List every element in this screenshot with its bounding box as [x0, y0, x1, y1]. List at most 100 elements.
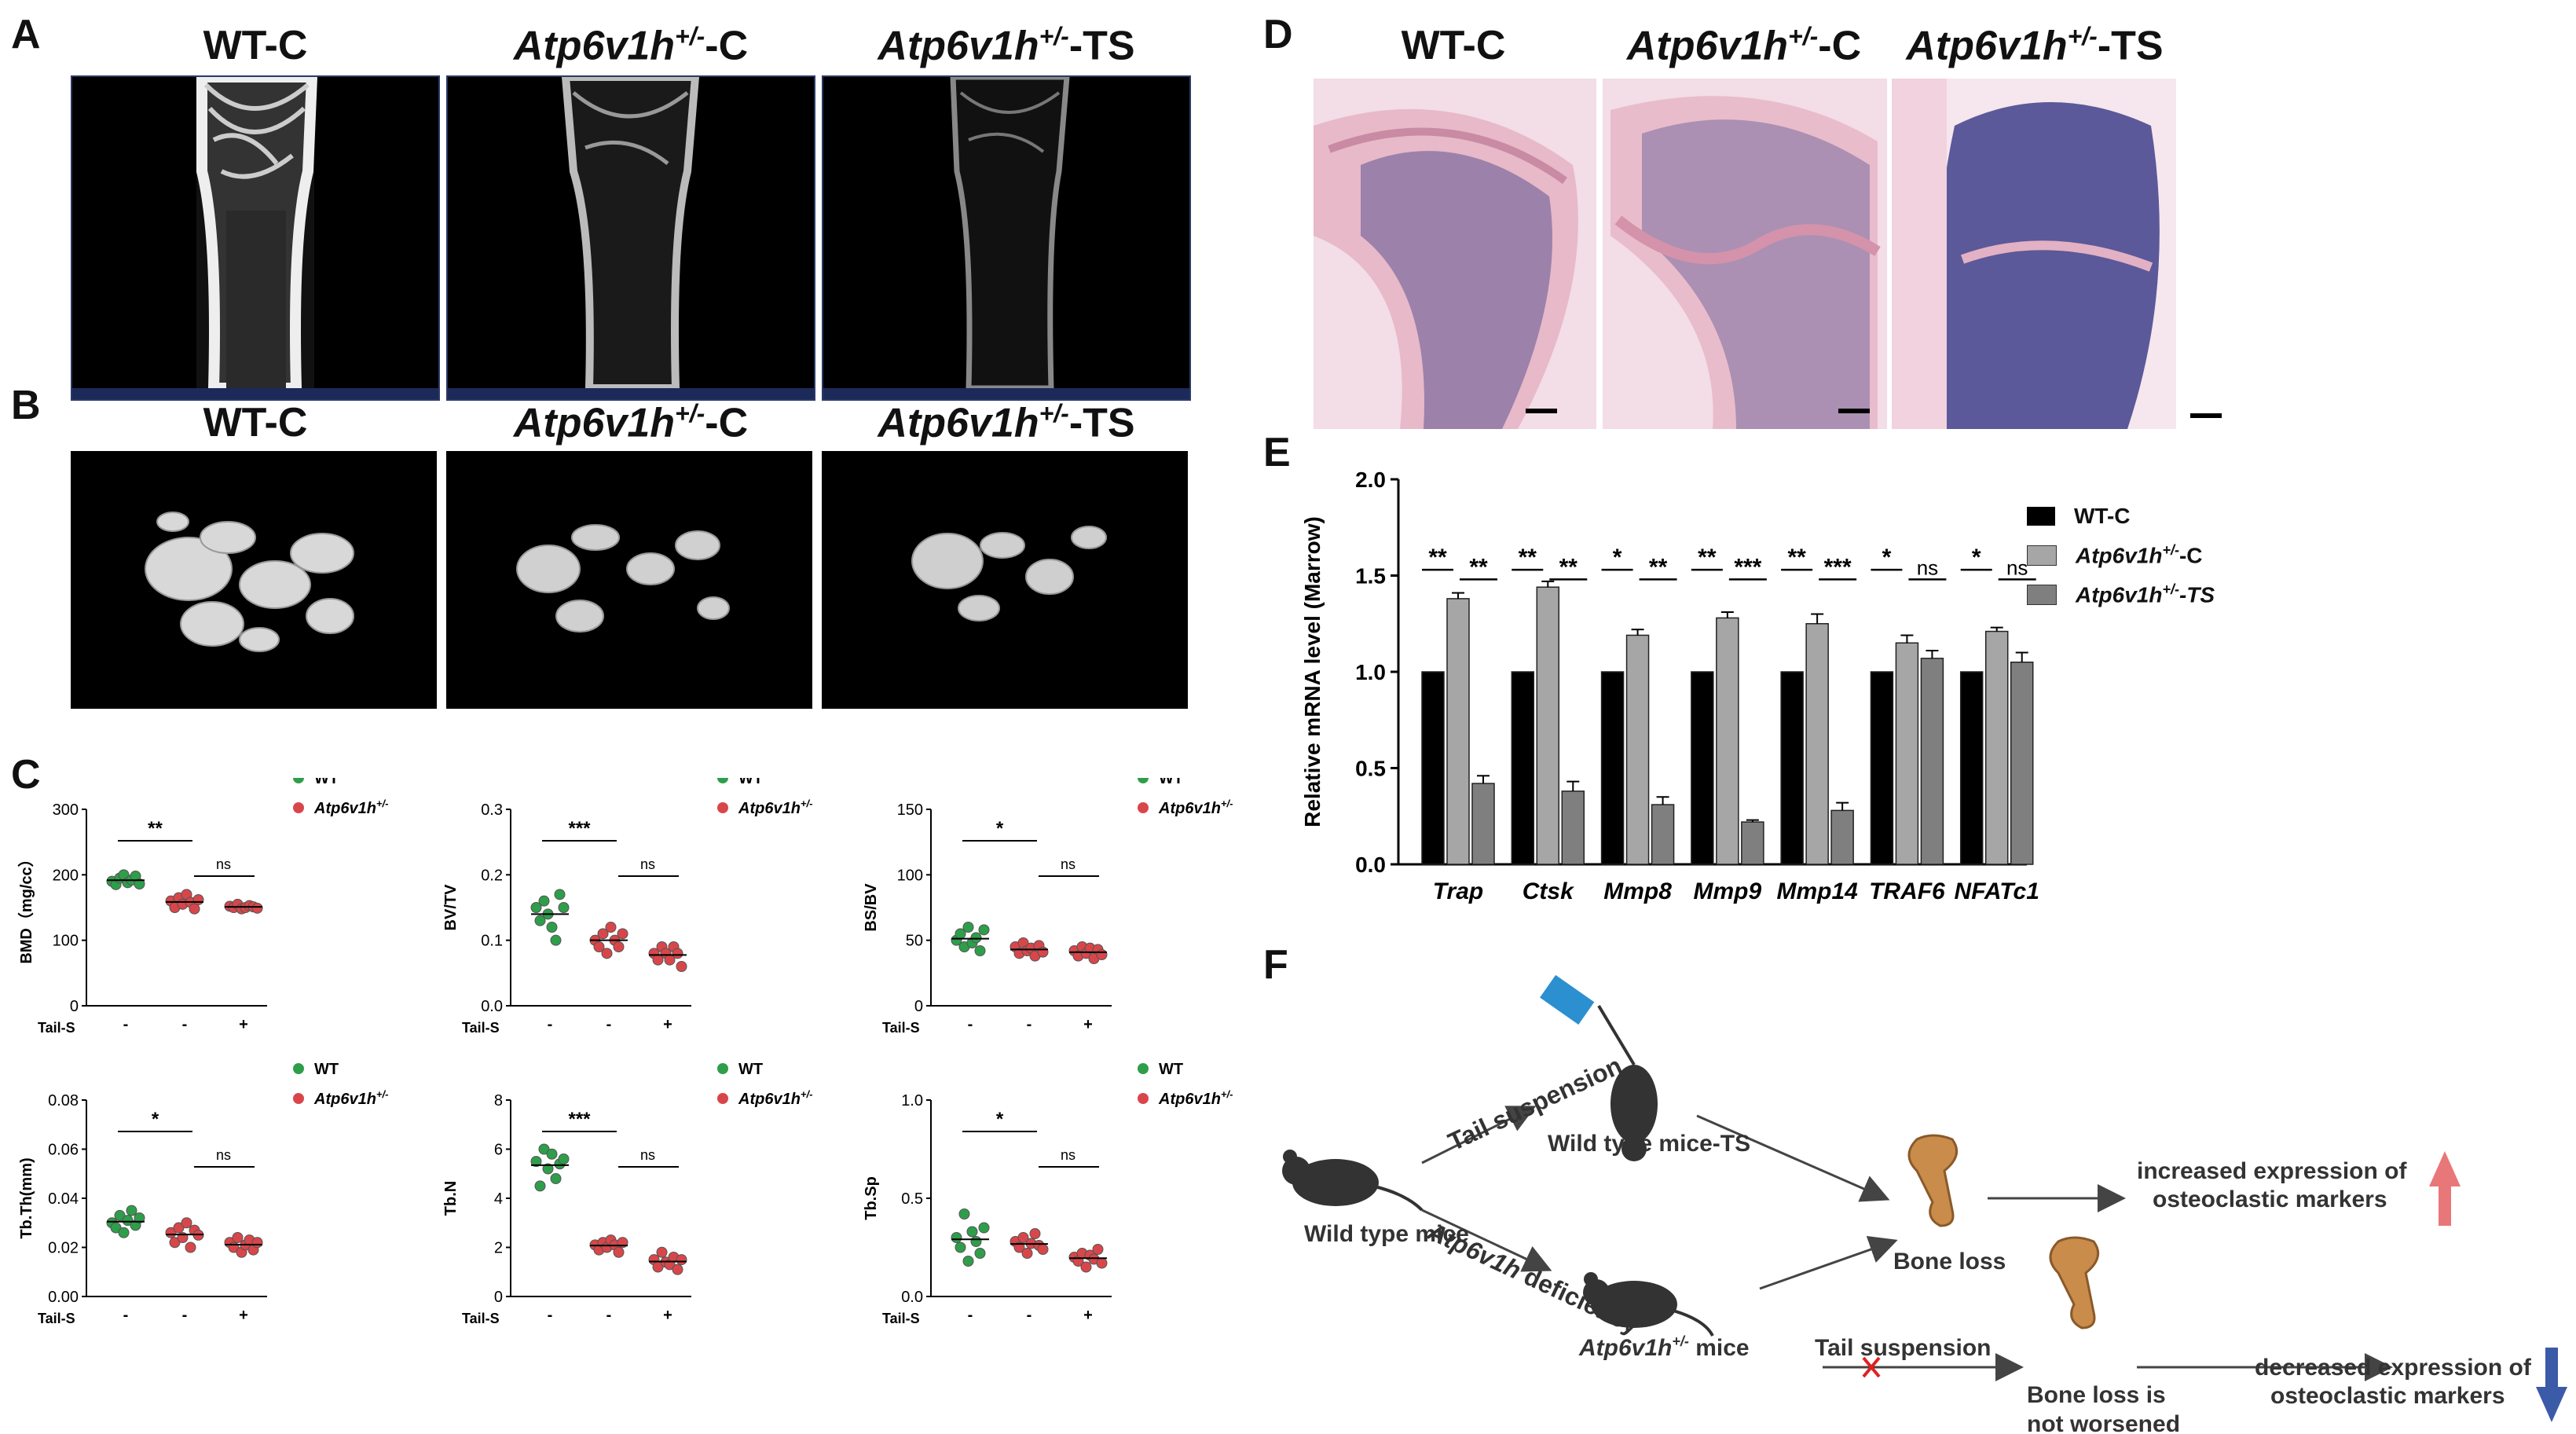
legend-dot-wt [717, 1063, 728, 1074]
bar-Ctsk-2 [1561, 790, 1585, 865]
bar-NFATc1-0 [1959, 671, 1984, 865]
data-point [546, 922, 558, 933]
sig-label-left: ** [1698, 545, 1717, 570]
legend-swatch-wt [2027, 507, 2055, 526]
bar-Mmp14-2 [1830, 809, 1854, 865]
sig-label-right: ** [1649, 554, 1668, 580]
legend-label-het: Atp6v1h+/- [313, 1088, 388, 1108]
data-point [978, 1222, 990, 1234]
tail-s-label: Tail-S [882, 1311, 920, 1326]
y-tick-label: 0.0 [1355, 853, 1386, 877]
sig-label-left: * [1882, 545, 1892, 570]
legend-label-het: Atp6v1h+/- [738, 1088, 812, 1108]
tail-s-value: - [968, 1307, 973, 1324]
y-tick-label: 0.1 [481, 933, 503, 950]
y-tick-label: 0 [494, 1289, 503, 1306]
data-point [613, 941, 625, 952]
panel-f-scheme: Wild type mice Tail suspension Wild type… [1282, 974, 2567, 1434]
data-point [122, 1215, 134, 1227]
panel-label-d: D [1263, 12, 1293, 57]
up-arrow-icon [2429, 1151, 2461, 1226]
d-title-wt: WT-C [1401, 23, 1506, 68]
legend-dot-wt [293, 778, 304, 783]
histology-wt [1314, 79, 1596, 429]
label-decreased-1: decreased expression of [2255, 1355, 2532, 1381]
bar-NFATc1-2 [2010, 662, 2034, 865]
panel-label-b: B [11, 383, 41, 428]
sig-label-right: ns [1917, 556, 1938, 579]
legend-dot-het [1138, 1093, 1149, 1104]
y-tick-label: 0.0 [481, 998, 503, 1015]
data-point [534, 915, 546, 926]
sig-label-2: ns [640, 1147, 655, 1163]
y-tick-label: 1.0 [901, 1092, 923, 1109]
y-tick-label: 1.5 [1355, 564, 1386, 589]
bar-Trap-2 [1471, 783, 1495, 865]
tail-s-value: - [182, 1016, 188, 1033]
tail-s-value: - [182, 1307, 188, 1324]
y-tick-label: 150 [897, 801, 923, 819]
legend-dot-wt [717, 778, 728, 783]
legend-label-het: Atp6v1h+/- [313, 798, 388, 817]
data-point [530, 902, 542, 913]
sig-label-left: ** [1787, 545, 1806, 570]
b-title-het-c: Atp6v1h+/--C [513, 399, 749, 446]
sig-label-left: * [1613, 545, 1622, 570]
legend-swatch-het-c [2027, 545, 2057, 566]
legend-e-het-ts: Atp6v1h+/--TS [2027, 575, 2215, 614]
y-tick-label: 1.0 [1355, 660, 1386, 684]
legend-label-wt: WT [314, 778, 339, 787]
microct-3d-wt [71, 451, 437, 709]
data-point [185, 1241, 196, 1253]
tail-s-label: Tail-S [882, 1020, 920, 1036]
data-point [966, 1226, 978, 1238]
data-point [169, 1237, 181, 1249]
tail-s-value: - [606, 1307, 612, 1324]
tail-s-label: Tail-S [38, 1020, 75, 1036]
microct-3d-het-ts [822, 451, 1188, 709]
panel-label-f: F [1263, 942, 1288, 988]
category-label: TRAF6 [1869, 878, 1945, 904]
y-tick-label: 0.3 [481, 801, 503, 819]
data-point [189, 903, 200, 915]
data-point [672, 948, 683, 959]
data-point [538, 1143, 550, 1155]
tail-s-label: Tail-S [462, 1020, 500, 1036]
sig-label-2: ns [1061, 1147, 1075, 1163]
legend-dot-het [717, 802, 728, 813]
label-bone-loss: Bone loss [1893, 1249, 2006, 1274]
down-arrow-icon [2536, 1348, 2567, 1422]
legend-label-wt: WT [1159, 1061, 1183, 1078]
data-point [1037, 1244, 1049, 1255]
sig-label-1: * [996, 818, 1004, 839]
bar-Trap-1 [1446, 598, 1470, 865]
y-axis-label: Relative mRNA level (Marrow) [1300, 516, 1325, 827]
panel-e-barchart: 0.0 0.5 1.0 1.5 2.0 Relative mRNA level (Marr… [1300, 468, 2039, 904]
legend-label-het: Atp6v1h+/- [738, 798, 812, 817]
data-point [118, 1227, 130, 1238]
tail-s-value: - [548, 1307, 553, 1324]
legend-dot-het [717, 1093, 728, 1104]
y-axis-label: Tb.Th(mm) [18, 1157, 35, 1238]
dotplot-2: 0 50 100 150 BS/BV * ns Tail-S - - + WT Atp6v1h+/- [863, 778, 1233, 1036]
y-tick-label: 6 [494, 1142, 503, 1159]
y-tick-label: 0 [70, 998, 79, 1015]
tail-s-value: - [1027, 1307, 1032, 1324]
panel-label-e: E [1263, 430, 1291, 475]
tail-s-value: - [123, 1016, 129, 1033]
y-axis-label: BMD（mg/cc） [17, 851, 35, 963]
data-point [962, 922, 974, 933]
tail-s-value: - [123, 1307, 129, 1324]
histology-het-c [1603, 79, 1887, 429]
sig-label-right: ns [2006, 556, 2028, 579]
microct-2d-het-c [446, 73, 815, 401]
cross-icon [1862, 1356, 1881, 1378]
data-point [192, 894, 204, 905]
bar-NFATc1-1 [1984, 630, 2009, 865]
legend-dot-wt [1138, 1063, 1149, 1074]
tail-s-value: - [548, 1016, 553, 1033]
data-point [601, 948, 613, 959]
label-decreased-2: osteoclastic markers [2270, 1383, 2505, 1409]
data-point [1096, 1257, 1108, 1269]
data-point [1037, 946, 1049, 958]
